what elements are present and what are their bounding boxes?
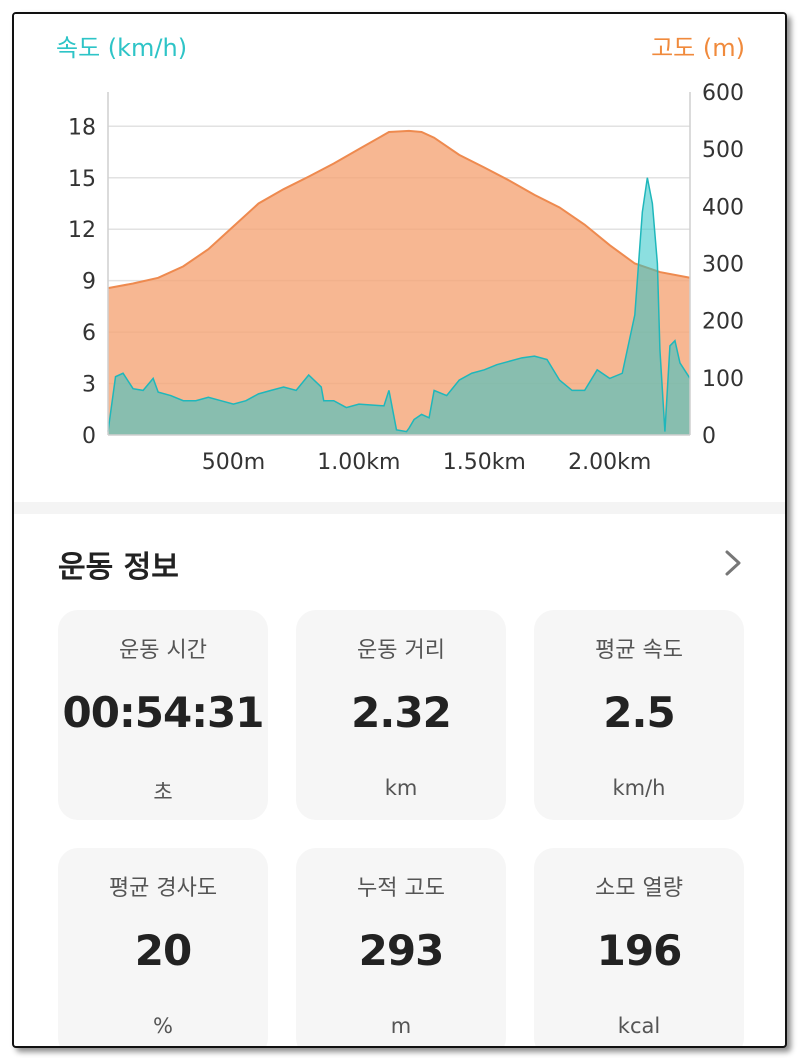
- altitude-tick-label: 500: [702, 138, 744, 163]
- stat-card-distance: 운동 거리 2.32 km: [296, 610, 506, 820]
- speed-tick-label: 15: [68, 167, 96, 192]
- stat-value: 2.32: [351, 688, 452, 737]
- altitude-tick-label: 100: [702, 367, 744, 392]
- stat-unit: 초: [153, 780, 173, 804]
- speed-altitude-chart: 속도 (km/h) 고도 (m) 0 3 6 9 12 15 18 0 100 200 300 400…: [14, 14, 785, 504]
- speed-axis-title: 속도 (km/h): [56, 34, 188, 62]
- stat-label: 평균 속도: [595, 638, 683, 663]
- speed-tick-label: 18: [68, 115, 96, 140]
- stat-card-calories: 소모 열량 196 kcal: [534, 848, 744, 1046]
- stat-label: 평균 경사도: [108, 876, 218, 901]
- stat-value: 20: [134, 926, 192, 975]
- stat-card-duration: 운동 시간 00:54:31 초: [58, 610, 268, 820]
- stat-card-elevation-gain: 누적 고도 293 m: [296, 848, 506, 1046]
- distance-tick-label: 1.50km: [443, 450, 526, 475]
- stat-card-avg-slope: 평균 경사도 20 %: [58, 848, 268, 1046]
- stat-unit: km: [384, 776, 418, 800]
- speed-area: [108, 177, 690, 435]
- speed-tick-label: 9: [82, 270, 96, 295]
- speed-tick-label: 12: [68, 218, 96, 243]
- altitude-tick-label: 200: [702, 310, 744, 335]
- stat-unit: m: [390, 1014, 412, 1038]
- stat-unit: %: [153, 1014, 173, 1038]
- stat-value: 2.5: [603, 688, 675, 737]
- altitude-tick-label: 300: [702, 253, 744, 278]
- distance-tick-label: 2.00km: [568, 450, 651, 475]
- distance-tick-label: 1.00km: [317, 450, 400, 475]
- stat-label: 소모 열량: [595, 876, 683, 901]
- speed-tick-label: 6: [82, 321, 96, 346]
- stat-value: 00:54:31: [62, 688, 265, 737]
- stat-value: 293: [358, 926, 445, 975]
- speed-tick-label: 3: [82, 373, 96, 398]
- altitude-tick-label: 600: [702, 81, 744, 106]
- distance-tick-label: 500m: [202, 450, 265, 475]
- speed-line: [107, 177, 691, 433]
- speed-tick-label: 0: [82, 424, 96, 449]
- section-title: 운동 정보: [58, 550, 179, 585]
- chevron-right-icon[interactable]: [721, 548, 745, 578]
- altitude-tick-label: 0: [702, 424, 716, 449]
- stat-unit: kcal: [617, 1014, 661, 1038]
- altitude-axis-title: 고도 (m): [651, 34, 745, 62]
- stat-label: 운동 시간: [119, 638, 207, 663]
- stat-label: 운동 거리: [357, 638, 445, 663]
- section-divider: [14, 502, 785, 514]
- stat-unit: km/h: [612, 776, 666, 800]
- stat-card-avg-speed: 평균 속도 2.5 km/h: [534, 610, 744, 820]
- altitude-tick-label: 400: [702, 195, 744, 220]
- stat-value: 196: [596, 926, 683, 975]
- stat-label: 누적 고도: [357, 876, 445, 901]
- altitude-line: [107, 129, 691, 290]
- app-frame: 속도 (km/h) 고도 (m) 0 3 6 9 12 15 18 0 100 200 300 400…: [12, 12, 787, 1048]
- workout-info-header[interactable]: 운동 정보: [58, 538, 745, 588]
- chart-canvas: 0 3 6 9 12 15 18 0 100 200 300 400 500 600 500m 1.00km 1…: [68, 81, 744, 475]
